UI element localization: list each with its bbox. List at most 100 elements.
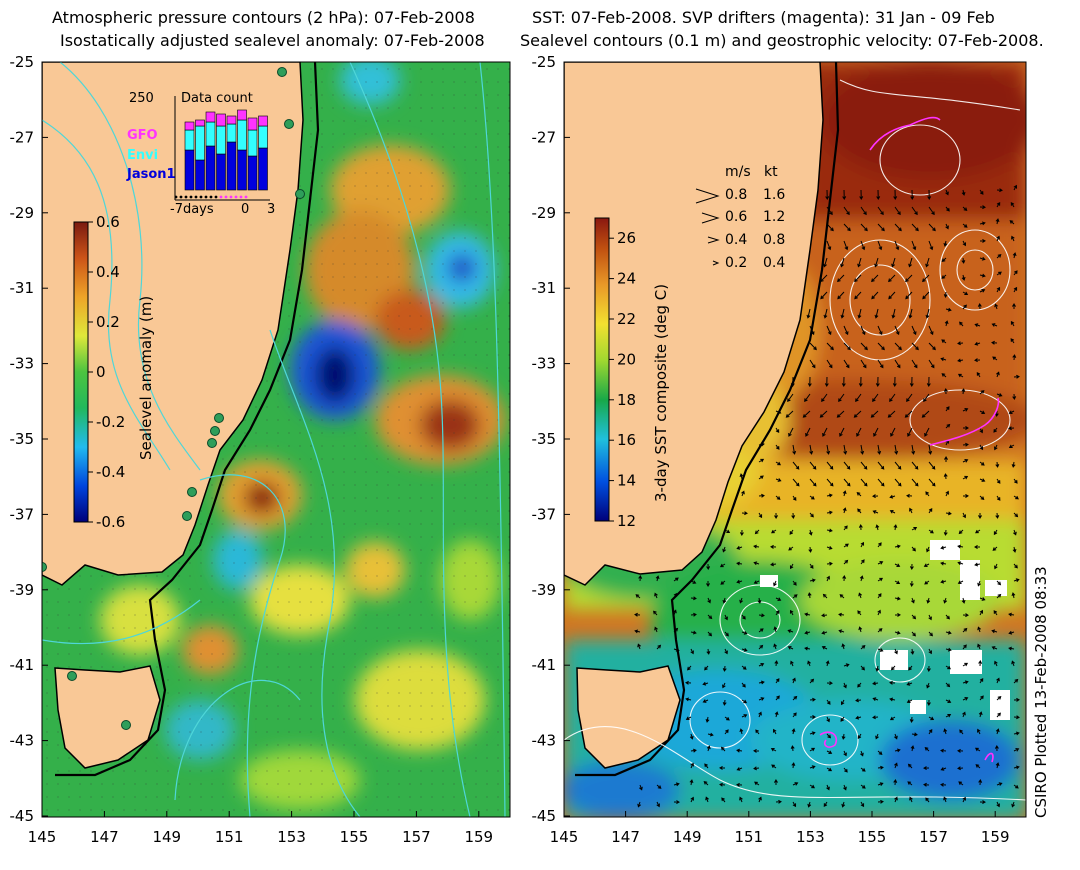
- velocity-arrow: [911, 206, 918, 216]
- velocity-arrow: [772, 728, 777, 735]
- velocity-arrow: [775, 678, 780, 684]
- velocity-arrow: [775, 799, 782, 804]
- velocity-arrow: [826, 342, 834, 351]
- velocity-arrow: [858, 626, 863, 633]
- velocity-arrow: [826, 733, 832, 739]
- velocity-arrow: [874, 308, 879, 319]
- velocity-arrow: [873, 427, 879, 437]
- velocity-arrow: [911, 325, 917, 336]
- velocity-arrow: [945, 614, 950, 620]
- velocity-arrow: [1011, 592, 1016, 599]
- inset-day-marker: [189, 195, 193, 199]
- inset-day-marker: [229, 195, 233, 199]
- colorbar-tick-label: 18: [617, 391, 636, 409]
- colorbar-tick-label: 20: [617, 350, 636, 368]
- velocity-arrow: [872, 393, 879, 403]
- velocity-arrow: [673, 577, 679, 582]
- velocity-arrow: [860, 784, 866, 789]
- velocity-arrow: [789, 563, 794, 570]
- velocity-arrow: [821, 646, 828, 650]
- velocity-arrow: [857, 257, 862, 268]
- velocity-arrow: [911, 342, 919, 351]
- velocity-arrow: [891, 308, 896, 319]
- velocity-arrow: [962, 627, 968, 633]
- velocity-arrow: [809, 478, 817, 487]
- velocity-arrow: [809, 342, 817, 351]
- velocity-arrow: [842, 575, 847, 582]
- lon-label-left: 157: [402, 828, 431, 846]
- velocity-arrow: [758, 680, 765, 685]
- velocity-arrow: [894, 630, 901, 635]
- colorbar-tick-label: 26: [617, 229, 636, 247]
- velocity-arrow: [962, 426, 969, 430]
- velocity-arrow: [792, 712, 797, 718]
- velocity-arrow: [1013, 578, 1020, 583]
- velocity-arrow: [894, 762, 898, 769]
- lon-label-left: 149: [152, 828, 181, 846]
- velocity-arrow: [791, 512, 796, 519]
- sealevel-contours: [564, 79, 1026, 801]
- velocity-arrow: [928, 508, 933, 514]
- velocity-arrow: [826, 444, 831, 455]
- velocity-arrow: [959, 321, 964, 327]
- velocity-arrow: [736, 545, 743, 550]
- velocity-arrow: [804, 612, 811, 617]
- velocity-arrow: [991, 323, 998, 327]
- velocity-arrow: [877, 342, 885, 351]
- velocity-arrow: [962, 223, 968, 228]
- velocity-arrow: [792, 677, 796, 684]
- velocity-arrow: [1008, 646, 1015, 651]
- velocity-arrow: [979, 289, 986, 293]
- velocity-arrow: [673, 782, 680, 787]
- velocity-arrow: [911, 732, 918, 737]
- data-count-inset: [174, 96, 270, 201]
- velocity-arrow: [940, 561, 947, 566]
- velocity-arrow: [889, 494, 896, 499]
- velocity-arrow: [926, 682, 930, 689]
- velocity-arrow: [924, 746, 930, 752]
- velocity-arrow: [872, 494, 879, 499]
- velocity-arrow: [962, 304, 967, 310]
- velocity-arrow: [634, 629, 641, 634]
- inset-bar: [258, 115, 268, 127]
- velocity-arrow: [943, 291, 948, 298]
- velocity-arrow: [995, 461, 1000, 468]
- velocity-arrow: [826, 493, 833, 498]
- velocity-arrow: [1010, 320, 1015, 327]
- velocity-arrow: [841, 801, 846, 808]
- velocity-arrow: [1011, 461, 1016, 468]
- velocity-arrow: [690, 648, 694, 655]
- velocity-arrow: [707, 614, 713, 620]
- velocity-arrow: [739, 597, 744, 604]
- velocity-arrow: [875, 524, 880, 531]
- velocity-arrow: [945, 406, 950, 412]
- velocity-key-row: 1.2: [763, 209, 786, 225]
- velocity-arrow: [911, 240, 917, 251]
- velocity-arrow: [877, 648, 884, 652]
- velocity-arrow: [908, 665, 913, 671]
- velocity-arrow: [841, 733, 846, 740]
- velocity-arrow: [637, 801, 642, 808]
- velocity-arrow: [841, 643, 846, 650]
- velocity-arrow: [754, 781, 760, 786]
- velocity-arrow: [822, 593, 828, 599]
- velocity-arrow: [922, 291, 930, 300]
- velocity-arrow: [687, 665, 692, 671]
- velocity-arrow: [755, 729, 760, 735]
- lon-label-left: 145: [28, 828, 57, 846]
- colorbar-tick-label: 16: [617, 431, 636, 449]
- velocity-arrow: [792, 478, 800, 487]
- velocity-arrow: [758, 697, 765, 701]
- velocity-arrow: [940, 545, 947, 550]
- velocity-arrow: [736, 767, 743, 771]
- velocity-arrow: [654, 626, 658, 633]
- velocity-arrow: [996, 580, 1002, 586]
- velocity-arrow: [1011, 801, 1016, 808]
- velocity-arrow: [739, 529, 744, 536]
- lon-label-left: 159: [464, 828, 493, 846]
- velocity-arrow: [961, 274, 966, 281]
- velocity-arrow: [753, 561, 760, 566]
- inset-bar: [216, 125, 226, 155]
- velocity-arrow: [978, 512, 982, 519]
- velocity-arrow: [673, 800, 680, 805]
